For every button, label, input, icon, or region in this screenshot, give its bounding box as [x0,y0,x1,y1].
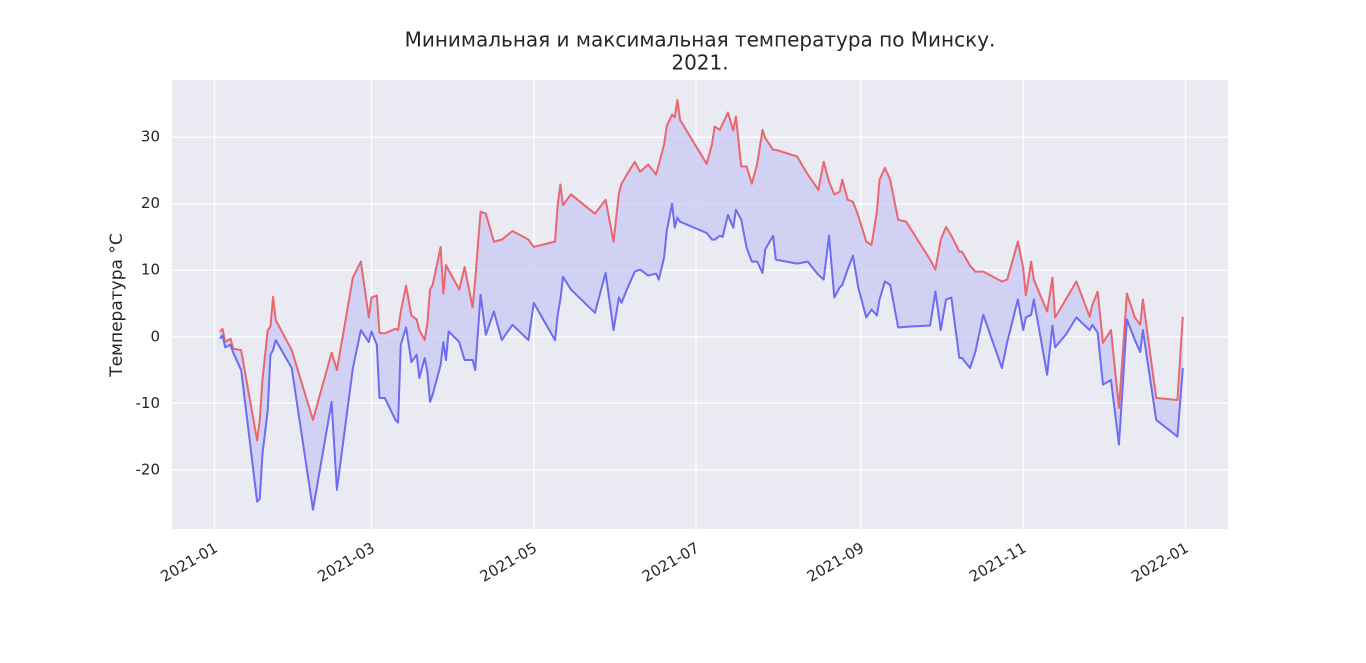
y-tick-label: 30 [141,128,160,146]
y-tick-label: 10 [141,261,160,279]
y-tick-label: -10 [136,394,161,412]
x-tick-label: 2021-11 [966,539,1029,586]
x-tick-label: 2021-05 [477,539,540,586]
y-axis-label: Температура °C [107,233,127,377]
x-tick-label: 2021-01 [158,539,221,586]
y-tick-label: -20 [136,460,161,478]
x-tick-label: 2021-09 [804,539,867,586]
x-tick-label: 2022-01 [1128,539,1191,586]
y-tick-label: 20 [141,194,160,212]
chart-title: Минимальная и максимальная температура п… [405,28,996,52]
series-line [219,98,1184,442]
range-fill [219,99,1183,510]
x-tick-label: 2021-03 [314,539,377,586]
chart-title: 2021. [671,51,728,75]
series-line [219,202,1184,511]
x-tick-label: 2021-07 [639,539,702,586]
y-tick-label: 0 [150,327,160,345]
